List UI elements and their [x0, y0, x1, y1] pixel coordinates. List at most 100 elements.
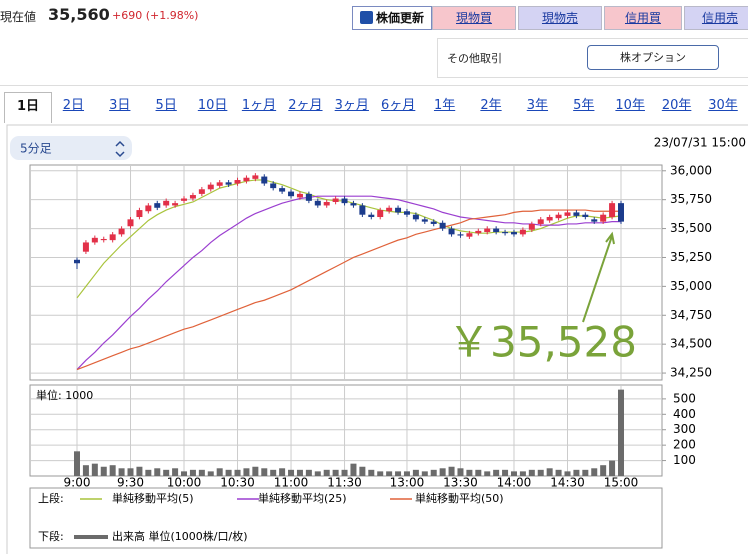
x-tick-label: 11:30 — [327, 476, 362, 490]
candle-body — [386, 207, 393, 212]
candle-body — [109, 234, 116, 241]
candle-body — [332, 198, 339, 202]
candle-body — [421, 219, 428, 222]
candle-body — [172, 203, 179, 206]
volume-bar — [484, 471, 491, 476]
candle-body — [618, 203, 624, 222]
candle-body — [207, 184, 214, 190]
candle-body — [252, 175, 259, 179]
volume-bar — [74, 451, 80, 476]
candle-body — [314, 200, 321, 206]
moving-average-line — [76, 209, 621, 371]
tab[interactable]: 6ヶ月 — [381, 98, 416, 113]
candle-body — [403, 211, 410, 215]
y-tick-label: 500 — [673, 391, 696, 405]
tab[interactable]: 30年 — [708, 98, 738, 113]
tab[interactable]: 2年 — [480, 98, 502, 113]
candle-body — [564, 212, 571, 216]
candle-body — [163, 200, 170, 206]
x-tick-label: 15:00 — [604, 476, 639, 490]
candle-body — [154, 203, 161, 208]
volume-bar — [609, 460, 616, 476]
candle-body — [493, 228, 500, 233]
volume-bar — [207, 471, 214, 476]
volume-bar — [475, 469, 482, 476]
volume-bar — [591, 468, 598, 476]
volume-bar — [412, 469, 419, 476]
volume-bar — [600, 465, 607, 476]
volume-bar — [555, 469, 562, 476]
candle-body — [136, 210, 143, 218]
timestamp: 23/07/31 15:00 — [654, 136, 746, 150]
candle-body — [216, 182, 223, 186]
candle-body — [555, 214, 562, 219]
tab[interactable]: 10年 — [615, 98, 645, 113]
candle-body — [189, 195, 196, 199]
volume-bar — [618, 389, 624, 476]
tab[interactable]: 10日 — [197, 98, 228, 113]
candle-body — [528, 223, 535, 230]
period-select-label: 5分足 — [20, 142, 52, 156]
tab[interactable]: 2日 — [62, 98, 85, 113]
volume-bar — [91, 463, 98, 476]
volume-bar — [225, 469, 232, 476]
candle-body — [359, 205, 366, 215]
x-tick-label: 14:00 — [497, 476, 532, 490]
candle-body — [430, 221, 437, 224]
candle-body — [341, 198, 348, 204]
legend-entry: 単純移動平均(5) — [112, 491, 194, 505]
cash-buy-button[interactable]: 現物買 — [432, 6, 516, 30]
tab[interactable]: 5日 — [155, 98, 177, 113]
x-tick-label: 11:00 — [274, 476, 309, 490]
volume-bar — [430, 469, 437, 476]
candle-body — [296, 193, 303, 198]
margin-sell-button[interactable]: 信用売 — [684, 6, 748, 30]
volume-bar — [386, 471, 393, 476]
option-button[interactable]: 株オプション — [587, 45, 719, 70]
candle-body — [377, 210, 384, 218]
tab[interactable]: 1ヶ月 — [241, 98, 277, 113]
candle-body — [546, 217, 553, 221]
tab[interactable]: 1年 — [433, 98, 456, 113]
volume-bar — [314, 471, 321, 476]
cash-sell-button[interactable]: 現物売 — [518, 6, 602, 30]
tab[interactable]: 20年 — [661, 98, 692, 113]
button-label: 株価更新 — [375, 11, 424, 25]
candle-body — [537, 219, 544, 224]
volume-bar — [332, 469, 339, 476]
volume-bar — [528, 469, 535, 476]
tab[interactable]: 2ヶ月 — [288, 98, 323, 113]
volume-bar — [377, 471, 384, 476]
period-select[interactable] — [10, 136, 132, 160]
candle-body — [100, 238, 107, 241]
volume-bar — [457, 468, 464, 476]
tab[interactable]: 3日 — [109, 98, 131, 113]
volume-bar — [279, 468, 286, 476]
volume-bar — [305, 469, 312, 476]
candle-body — [519, 229, 526, 235]
candle-body — [395, 207, 402, 213]
volume-bar — [181, 471, 188, 476]
margin-buy-button[interactable]: 信用買 — [604, 6, 682, 30]
volume-bar — [270, 469, 277, 476]
x-tick-label: 13:30 — [443, 476, 478, 490]
tab[interactable]: 5年 — [573, 98, 595, 113]
tab[interactable]: 3ヶ月 — [334, 98, 369, 113]
candle-body — [475, 230, 482, 234]
x-tick-label: 9:30 — [117, 476, 144, 490]
select-chevron — [115, 140, 125, 158]
candle-body — [439, 222, 446, 229]
volume-bar — [359, 466, 366, 476]
volume-bar — [323, 469, 330, 476]
candle-body — [225, 182, 232, 185]
candle-body — [305, 193, 312, 201]
volume-bar — [288, 469, 295, 476]
candle-body — [181, 198, 188, 201]
candle-body — [279, 188, 286, 192]
tab[interactable]: 3年 — [526, 98, 549, 113]
tab[interactable]: 1日 — [4, 92, 52, 123]
refresh-button[interactable]: 株価更新 — [352, 6, 432, 30]
y-tick-label: 400 — [673, 407, 696, 421]
y-tick-label: 100 — [673, 453, 696, 467]
